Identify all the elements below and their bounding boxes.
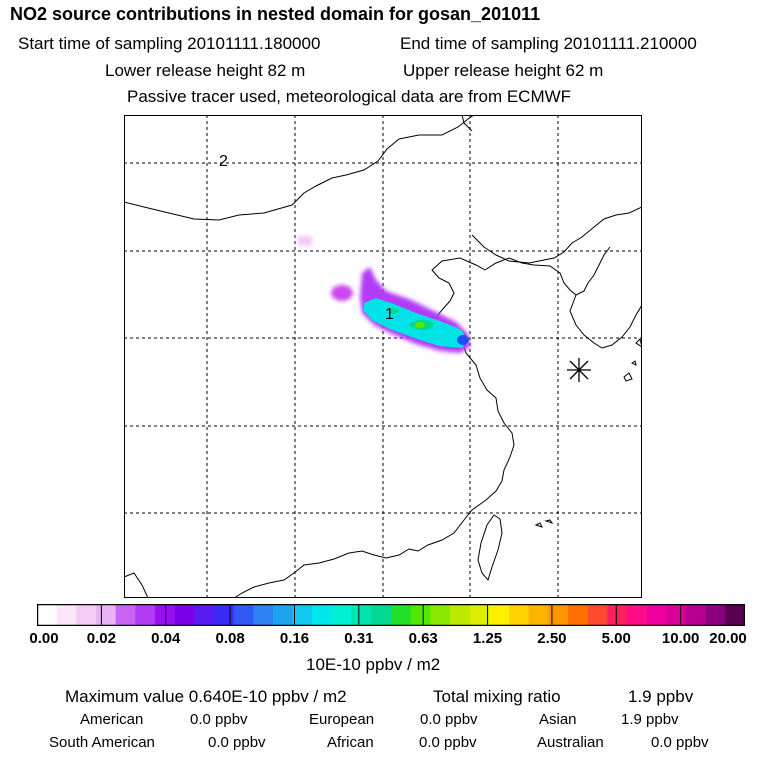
- colorbar-cell: [155, 604, 176, 626]
- concentration-plume: [298, 236, 470, 353]
- colorbar-cell: [509, 604, 530, 626]
- colorbar-tick-label: 20.00: [709, 630, 747, 647]
- upper-release-height: Upper release height 62 m: [403, 61, 604, 80]
- region-name-american: American: [80, 711, 144, 728]
- map-panel: 1 2: [124, 115, 642, 598]
- plot-title: NO2 source contributions in nested domai…: [10, 4, 541, 24]
- colorbar-cell: [430, 604, 451, 626]
- colorbar-cell: [587, 604, 608, 626]
- colorbar-cell: [666, 604, 687, 626]
- marker-label-2: 2: [219, 153, 228, 170]
- region-value-american: 0.0 ppbv: [190, 711, 248, 728]
- lower-release-height: Lower release height 82 m: [105, 61, 306, 80]
- total-mixing-label: Total mixing ratio: [433, 687, 561, 706]
- colorbar-cell: [450, 604, 471, 626]
- colorbar-tick-label: 0.00: [29, 630, 59, 647]
- colorbar-cell: [686, 604, 707, 626]
- total-mixing-value: 1.9 ppbv: [628, 687, 694, 706]
- colorbar-cell: [292, 604, 313, 626]
- coastlines: [124, 115, 642, 598]
- colorbar-tick-label: 0.04: [151, 630, 181, 647]
- region-name-african: African: [327, 734, 374, 751]
- colorbar-cell: [37, 604, 58, 626]
- region-name-european: European: [309, 711, 375, 728]
- colorbar-cell: [705, 604, 726, 626]
- region-value-european: 0.0 ppbv: [420, 711, 478, 728]
- colorbar-tick-label: 0.63: [408, 630, 438, 647]
- colorbar-cell: [469, 604, 490, 626]
- colorbar-cell: [253, 604, 274, 626]
- colorbar-cell: [312, 604, 333, 626]
- region-name-australian: Australian: [537, 734, 604, 751]
- colorbar-cell: [568, 604, 589, 626]
- colorbar-cell: [76, 604, 97, 626]
- colorbar-cell: [174, 604, 195, 626]
- colorbar-cell: [391, 604, 412, 626]
- colorbar-cell: [135, 604, 156, 626]
- colorbar-cell: [528, 604, 549, 626]
- max-value: Maximum value 0.640E-10 ppbv / m2: [65, 687, 347, 706]
- colorbar-tick-label: 0.31: [344, 630, 374, 647]
- colorbar-cell: [489, 604, 510, 626]
- colorbar-tick-label: 5.00: [601, 630, 631, 647]
- colorbar-cell: [627, 604, 648, 626]
- colorbar-cell: [410, 604, 431, 626]
- colorbar-cell: [214, 604, 235, 626]
- colorbar-tick-label: 2.50: [537, 630, 567, 647]
- colorbar-cell: [115, 604, 136, 626]
- receptor-asterisk: [567, 358, 591, 382]
- marker-label-1: 1: [385, 306, 394, 323]
- colorbar-cell: [371, 604, 392, 626]
- colorbar: [37, 604, 745, 626]
- colorbar-cell: [273, 604, 294, 626]
- region-value-african: 0.0 ppbv: [419, 734, 477, 751]
- graticule: [124, 115, 642, 598]
- tracer-note: Passive tracer used, meteorological data…: [127, 87, 572, 106]
- end-time: End time of sampling 20101111.210000: [400, 34, 697, 53]
- colorbar-cell: [233, 604, 254, 626]
- colorbar-units: 10E-10 ppbv / m2: [306, 655, 441, 674]
- colorbar-cell: [607, 604, 628, 626]
- colorbar-cell: [351, 604, 372, 626]
- region-value-australian: 0.0 ppbv: [651, 734, 709, 751]
- colorbar-cell: [56, 604, 77, 626]
- colorbar-cell: [194, 604, 215, 626]
- region-value-south-american: 0.0 ppbv: [208, 734, 266, 751]
- region-value-asian: 1.9 ppbv: [621, 711, 679, 728]
- colorbar-tick-label: 0.02: [86, 630, 116, 647]
- colorbar-tick-label: 10.00: [661, 630, 700, 647]
- colorbar-frame: [37, 604, 745, 626]
- colorbar-tick-label: 0.08: [215, 630, 245, 647]
- map-frame: [124, 115, 642, 598]
- colorbar-cell: [646, 604, 667, 626]
- colorbar-tick-label: 1.25: [472, 630, 503, 647]
- colorbar-tick-label: 0.16: [279, 630, 310, 647]
- region-name-south-american: South American: [49, 734, 155, 751]
- start-time: Start time of sampling 20101111.180000: [18, 34, 321, 53]
- colorbar-cell: [332, 604, 353, 626]
- region-name-asian: Asian: [539, 711, 577, 728]
- colorbar-cell: [548, 604, 569, 626]
- colorbar-cell: [725, 604, 745, 626]
- colorbar-cell: [96, 604, 117, 626]
